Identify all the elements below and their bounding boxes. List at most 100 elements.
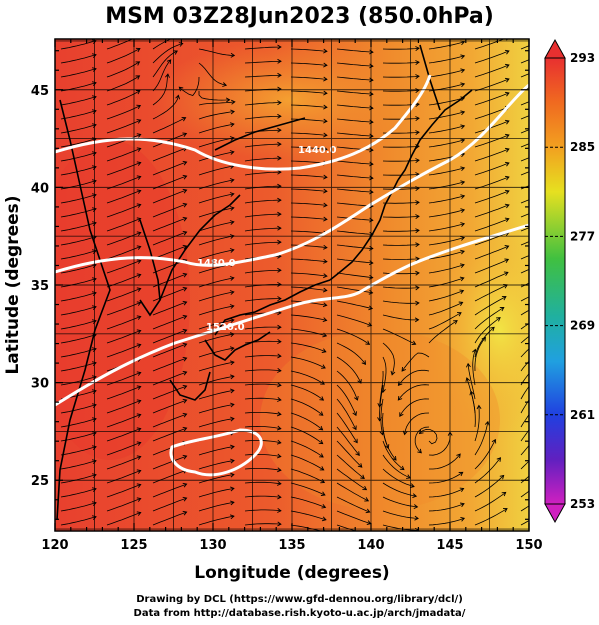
streamline-arrow <box>277 211 282 217</box>
streamline-arrow <box>182 174 188 180</box>
x-tick-label: 135 <box>278 538 305 553</box>
streamline <box>382 440 405 470</box>
streamline-arrow <box>496 317 501 322</box>
streamline-arrow <box>136 399 142 404</box>
streamline-arrow <box>182 384 188 390</box>
streamline-arrow <box>459 487 465 493</box>
streamline <box>198 249 234 260</box>
streamline-arrow <box>276 411 282 417</box>
colorbar-top-triangle <box>544 38 566 59</box>
streamline <box>198 333 234 344</box>
streamline <box>290 90 327 94</box>
streamline <box>382 356 387 393</box>
streamline <box>428 167 465 176</box>
streamline <box>382 286 419 289</box>
streamline <box>60 362 97 372</box>
streamline <box>380 398 384 435</box>
streamline-arrow <box>230 416 235 422</box>
streamline <box>152 231 187 246</box>
streamline <box>474 307 505 330</box>
streamline-arrow <box>136 385 142 390</box>
streamline-arrow <box>491 438 497 444</box>
streamline-arrow <box>320 380 325 385</box>
streamline-arrow <box>136 259 142 264</box>
streamline <box>198 221 234 232</box>
streamline-arrow <box>551 35 555 39</box>
streamline-arrow <box>225 97 231 103</box>
streamline <box>290 510 327 521</box>
streamline <box>60 278 97 288</box>
streamline-arrow <box>136 497 142 502</box>
streamline-arrow <box>401 366 406 372</box>
streamline-arrow <box>229 220 235 225</box>
streamline <box>474 296 507 316</box>
streamline-arrow <box>136 175 142 180</box>
streamline <box>244 481 281 485</box>
streamline <box>244 355 281 358</box>
streamline <box>244 453 281 457</box>
streamline-arrow <box>496 457 502 462</box>
streamline <box>474 439 496 470</box>
streamline-arrow <box>136 231 142 236</box>
streamline-arrow <box>323 146 328 152</box>
streamline-arrow <box>136 273 142 278</box>
streamline-arrow <box>503 508 508 513</box>
streamline <box>290 496 326 508</box>
streamline <box>290 202 327 206</box>
streamline <box>244 60 282 64</box>
streamline-arrow <box>277 467 282 473</box>
streamline-arrow <box>182 272 188 278</box>
streamline <box>520 373 529 386</box>
streamline-arrow <box>414 515 419 521</box>
streamline-arrow <box>136 119 142 124</box>
streamline-arrow <box>322 302 328 308</box>
streamline-arrow <box>460 124 466 130</box>
streamline <box>520 129 529 134</box>
streamline <box>336 244 373 249</box>
streamline <box>198 48 235 56</box>
streamline <box>60 110 97 120</box>
streamline <box>520 171 529 176</box>
x-tick-label: 145 <box>436 538 463 553</box>
streamline-arrow <box>229 248 235 253</box>
streamline-arrow <box>277 296 282 302</box>
streamline <box>198 111 235 120</box>
streamline <box>244 269 281 274</box>
streamline-arrow <box>136 455 142 460</box>
streamline-arrow <box>136 133 142 138</box>
streamline <box>419 428 438 445</box>
streamline <box>60 180 97 190</box>
colorbar-label: 293 <box>570 51 595 65</box>
streamline <box>379 384 384 421</box>
streamline <box>428 195 465 204</box>
streamline-arrow <box>323 90 328 96</box>
streamline <box>336 370 358 401</box>
streamline <box>152 483 187 498</box>
streamline <box>336 146 373 151</box>
streamline <box>290 146 327 150</box>
streamline-arrow <box>415 74 420 79</box>
streamline <box>382 258 420 260</box>
streamline-arrow <box>415 256 420 262</box>
streamline <box>152 469 187 484</box>
streamline-arrow <box>399 465 405 471</box>
streamline <box>382 342 395 375</box>
streamline <box>60 446 97 456</box>
streamline <box>198 488 234 498</box>
streamline-arrow <box>322 287 328 293</box>
streamline <box>472 349 476 386</box>
streamline <box>382 201 420 204</box>
streamline <box>336 230 373 235</box>
streamline-arrow <box>365 340 371 345</box>
streamline-arrow <box>319 396 325 401</box>
streamline-arrow <box>481 336 486 342</box>
streamline-arrow <box>539 371 543 375</box>
streamline <box>520 185 529 190</box>
streamline <box>60 68 97 78</box>
streamline <box>382 159 420 162</box>
streamline <box>244 143 281 148</box>
x-tick-label: 150 <box>515 538 542 553</box>
streamline-arrow <box>277 72 282 78</box>
streamline <box>428 181 465 190</box>
